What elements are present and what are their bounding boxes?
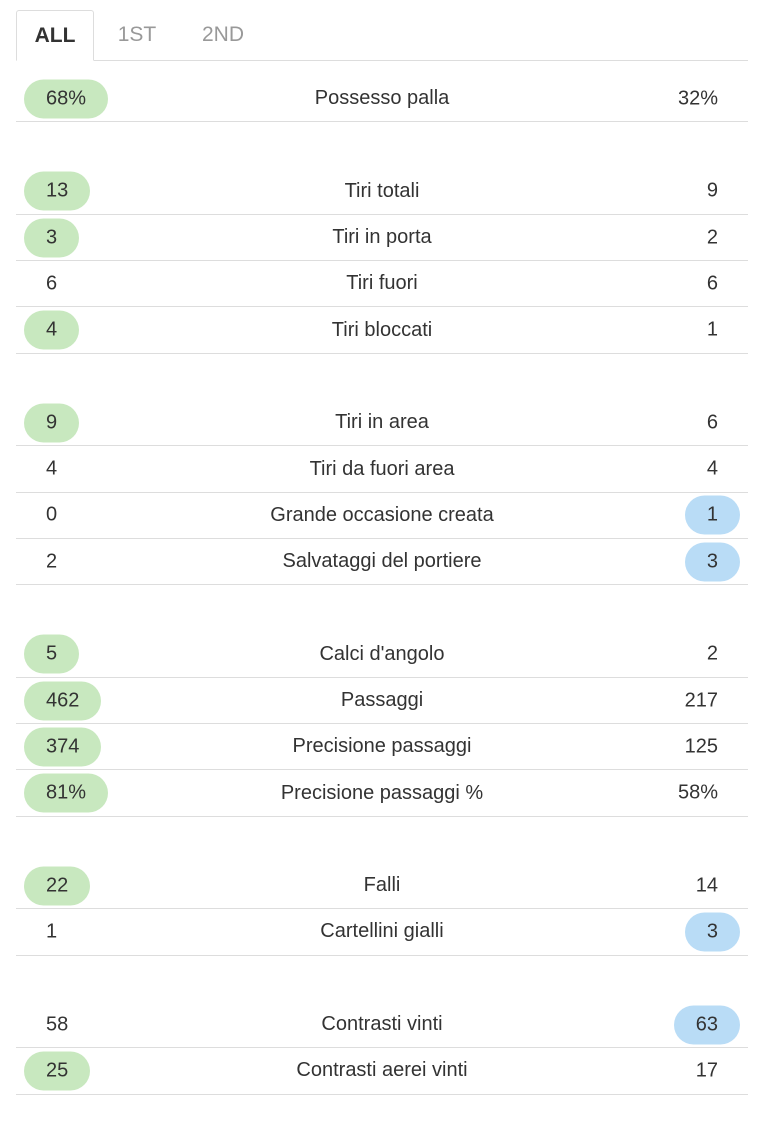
stat-label: Salvataggi del portiere bbox=[282, 550, 482, 573]
stat-row: 13 Tiri totali 9 bbox=[16, 169, 748, 215]
stat-row: 9 Tiri in area 6 bbox=[16, 400, 748, 447]
stat-label: Calci d'angolo bbox=[319, 642, 445, 665]
stat-group: 68% Possesso palla 32% bbox=[16, 76, 748, 123]
home-value: 3 bbox=[24, 218, 80, 258]
home-value: 25 bbox=[24, 1051, 91, 1091]
home-value: 0 bbox=[46, 503, 58, 526]
away-value: 6 bbox=[706, 411, 718, 434]
stat-label: Precisione passaggi bbox=[292, 735, 472, 758]
stat-row: 58 Contrasti vinti 63 bbox=[16, 1002, 748, 1049]
stat-row: 25 Contrasti aerei vinti 17 bbox=[16, 1048, 748, 1095]
stat-group: 5 Calci d'angolo 2 462 Passaggi 217 374 Precisi… bbox=[16, 632, 748, 817]
stat-label: Contrasti vinti bbox=[321, 1013, 443, 1036]
stat-label: Tiri da fuori area bbox=[309, 457, 455, 480]
stat-group: 58 Contrasti vinti 63 25 Contrasti aerei vin… bbox=[16, 1002, 748, 1095]
stat-label: Tiri in area bbox=[335, 411, 429, 434]
home-value: 9 bbox=[24, 403, 80, 443]
stat-group: 9 Tiri in area 6 4 Tiri da fuori area 4 0 Grand… bbox=[16, 400, 748, 586]
stat-label: Grande occasione creata bbox=[270, 503, 494, 526]
stat-group: 13 Tiri totali 9 3 Tiri in porta 2 6 Tiri fuori… bbox=[16, 169, 748, 354]
away-value: 2 bbox=[706, 226, 718, 249]
stat-row: 4 Tiri bloccati 1 bbox=[16, 307, 748, 354]
home-value: 5 bbox=[24, 634, 80, 674]
away-value: 217 bbox=[684, 689, 718, 711]
away-value: 1 bbox=[684, 495, 740, 535]
stat-row: 5 Calci d'angolo 2 bbox=[16, 632, 748, 678]
home-value: 13 bbox=[24, 171, 91, 211]
stat-label: Falli bbox=[363, 874, 401, 897]
away-value: 6 bbox=[706, 272, 718, 295]
stat-label: Tiri in porta bbox=[332, 226, 432, 249]
home-value: 4 bbox=[24, 310, 80, 350]
stat-label: Cartellini gialli bbox=[320, 920, 444, 943]
away-value: 3 bbox=[684, 542, 740, 582]
stat-group: 22 Falli 14 1 Cartellini gialli 3 bbox=[16, 863, 748, 956]
away-value: 17 bbox=[695, 1059, 718, 1082]
stat-row: 4 Tiri da fuori area 4 bbox=[16, 446, 748, 493]
home-value: 58 bbox=[46, 1013, 69, 1036]
tab[interactable]: 2ND bbox=[201, 23, 244, 46]
stat-label: Tiri bloccati bbox=[331, 318, 433, 341]
home-value: 6 bbox=[46, 272, 58, 295]
stat-row: 22 Falli 14 bbox=[16, 863, 748, 910]
away-value: 3 bbox=[684, 912, 740, 952]
home-value: 81% bbox=[24, 773, 109, 813]
stat-row: 462 Passaggi 217 bbox=[16, 678, 748, 725]
stat-label: Tiri totali bbox=[344, 179, 420, 202]
stat-label: Passaggi bbox=[340, 689, 424, 711]
page: ALL 1ST 2ND 68% Possesso palla 32% 13 Tiri tot… bbox=[16, 10, 748, 1095]
home-value: 1 bbox=[46, 920, 58, 943]
tab-bar: ALL 1ST 2ND bbox=[16, 10, 748, 61]
stat-label: Contrasti aerei vinti bbox=[296, 1059, 468, 1082]
stat-row: 374 Precisione passaggi 125 bbox=[16, 724, 748, 771]
away-value: 125 bbox=[684, 735, 718, 758]
away-value: 4 bbox=[706, 457, 718, 480]
stat-row: 0 Grande occasione creata 1 bbox=[16, 493, 748, 539]
home-value: 22 bbox=[24, 866, 91, 906]
away-value: 1 bbox=[706, 318, 718, 341]
home-value: 374 bbox=[24, 727, 102, 767]
tab[interactable]: ALL bbox=[16, 10, 94, 61]
stat-row: 81% Precisione passaggi % 58% bbox=[16, 770, 748, 817]
home-value: 4 bbox=[46, 457, 58, 480]
away-value: 9 bbox=[706, 179, 718, 202]
stat-row: 6 Tiri fuori 6 bbox=[16, 261, 748, 308]
stat-row: 68% Possesso palla 32% bbox=[16, 76, 748, 123]
away-value: 2 bbox=[706, 642, 718, 665]
home-value: 462 bbox=[24, 681, 102, 720]
away-value: 32% bbox=[677, 87, 718, 110]
stat-label: Tiri fuori bbox=[346, 272, 418, 295]
away-value: 63 bbox=[673, 1005, 740, 1045]
tab[interactable]: 1ST bbox=[117, 23, 157, 46]
stat-row: 2 Salvataggi del portiere 3 bbox=[16, 539, 748, 586]
stat-row: 3 Tiri in porta 2 bbox=[16, 215, 748, 262]
away-value: 58% bbox=[677, 781, 718, 804]
home-value: 68% bbox=[24, 79, 109, 119]
home-value: 2 bbox=[46, 550, 58, 573]
stat-label: Possesso palla bbox=[314, 87, 450, 110]
stat-label: Precisione passaggi % bbox=[280, 781, 484, 804]
stat-row: 1 Cartellini gialli 3 bbox=[16, 909, 748, 956]
stats-list: 68% Possesso palla 32% 13 Tiri totali 9 3 Tiri … bbox=[16, 76, 748, 1141]
away-value: 14 bbox=[695, 874, 718, 897]
